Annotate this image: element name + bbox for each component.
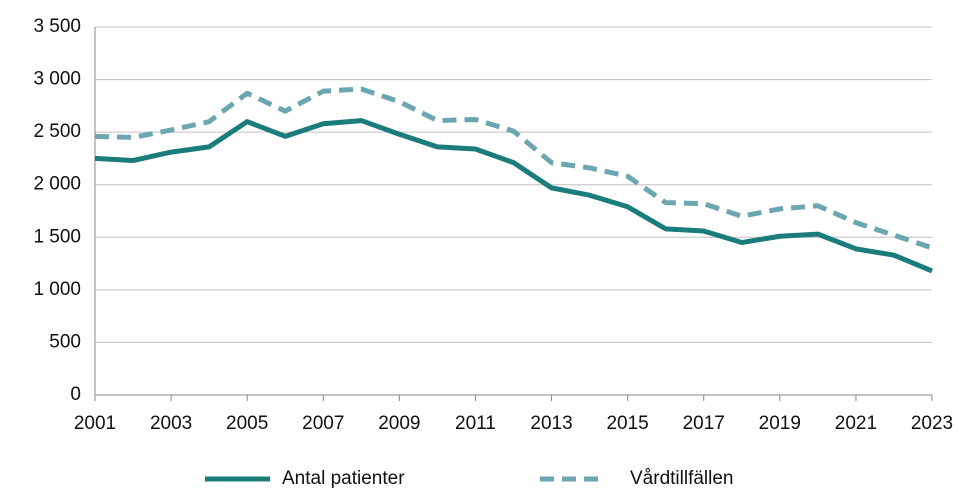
x-tick-label: 2017 (683, 413, 725, 434)
y-tick-label: 2 000 (33, 174, 81, 195)
series-line (94, 86, 933, 251)
x-tick-label: 2021 (835, 413, 877, 434)
legend-label: Vårdtillfällen (630, 468, 734, 489)
x-tick-label: 2011 (455, 413, 496, 434)
series-line (94, 118, 933, 274)
x-tick-label: 2009 (378, 413, 420, 434)
y-tick-label: 3 500 (33, 16, 81, 37)
x-tick-label: 2015 (606, 413, 648, 434)
x-tick-label: 2007 (302, 413, 344, 434)
y-tick-label: 500 (49, 331, 81, 352)
y-tick-label: 0 (70, 384, 81, 405)
y-tick-label: 2 500 (33, 121, 81, 142)
x-tick-label: 2003 (150, 413, 192, 434)
legend-label: Antal patienter (282, 468, 405, 489)
y-tick-label: 3 000 (33, 69, 81, 90)
y-tick-label: 1 000 (33, 279, 81, 300)
x-tick-label: 2023 (911, 413, 953, 434)
x-tick-label: 2001 (74, 413, 116, 434)
y-tick-label: 1 500 (33, 226, 81, 247)
x-tick-label: 2019 (759, 413, 801, 434)
x-tick-label: 2013 (530, 413, 572, 434)
x-tick-label: 2005 (226, 413, 268, 434)
